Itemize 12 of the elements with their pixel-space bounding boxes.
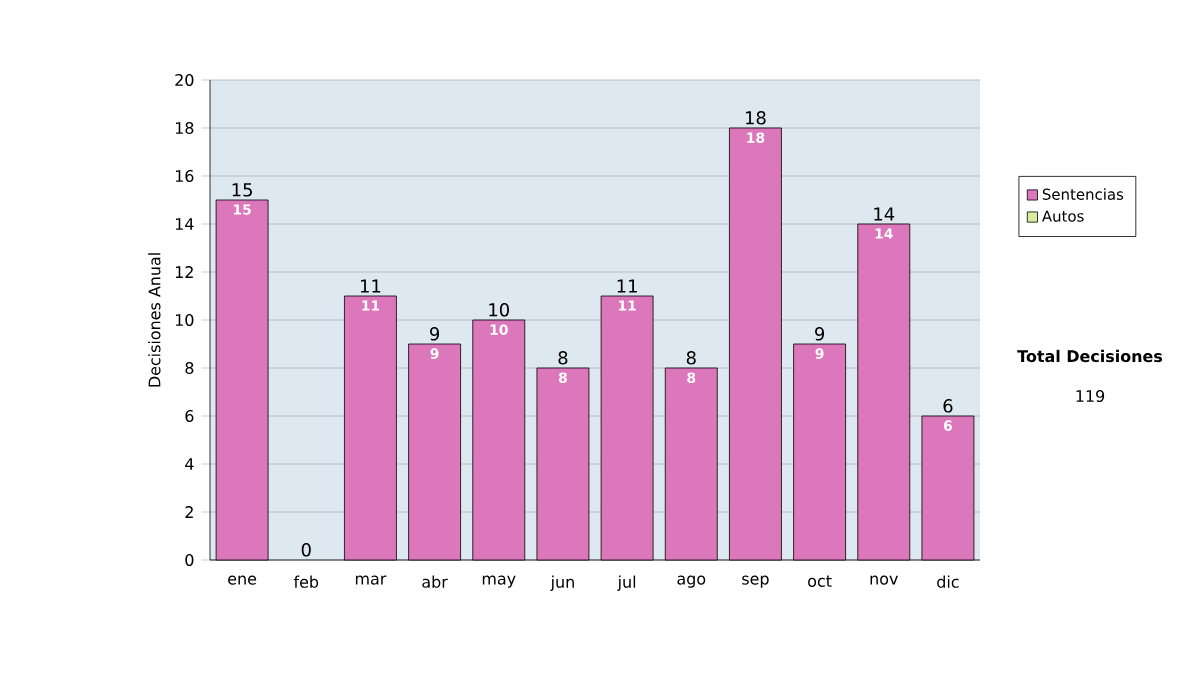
total-label: 9 [430,327,440,341]
total-label: 0 [301,543,311,557]
total-label: 15 [232,183,252,197]
total-label: 6 [943,399,953,413]
total-label: 14 [874,207,895,221]
total-label: 18 [745,111,766,125]
total-label: 10 [489,303,509,317]
total-label: 8 [686,351,696,365]
total-label: 9 [815,327,825,341]
total-label: 8 [558,351,568,365]
total-label: 11 [360,279,381,293]
total-label: 11 [617,279,637,293]
